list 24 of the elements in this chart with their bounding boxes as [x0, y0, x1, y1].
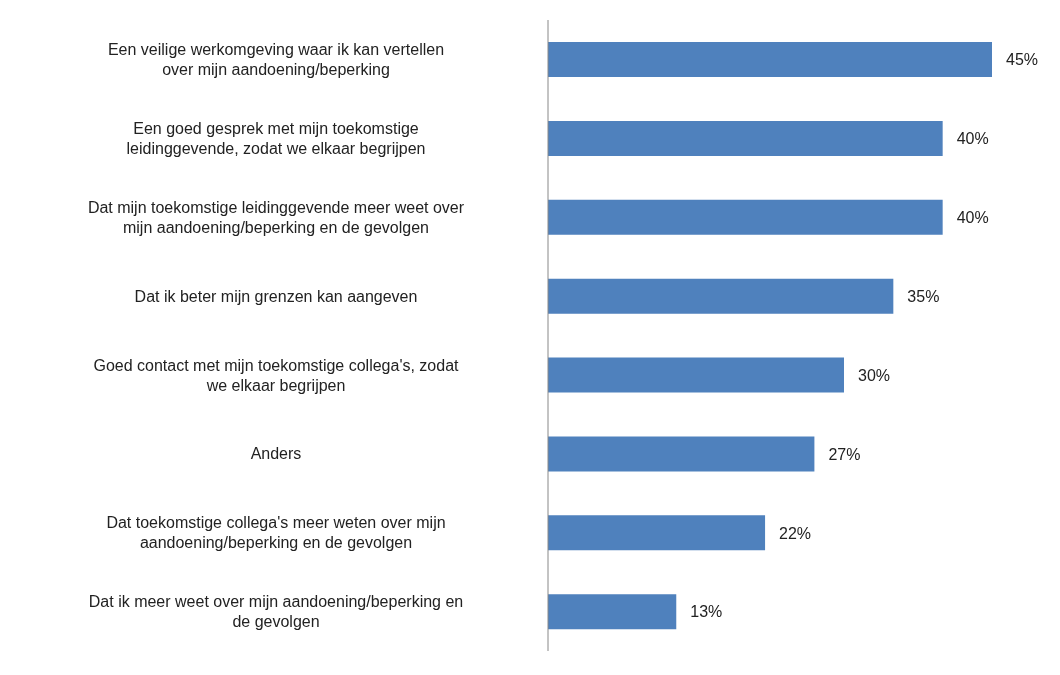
y-tick-label: Dat ik beter mijn grenzen kan aangeven: [134, 287, 418, 305]
data-label: 30%: [858, 366, 891, 384]
y-tick-label: Dat ik meer weet over mijn aandoening/beperking en de gevolgen: [88, 593, 464, 631]
data-label: 27%: [828, 445, 861, 463]
data-label: 22%: [779, 524, 812, 542]
data-label: 40%: [956, 130, 989, 148]
data-label: 13%: [690, 603, 723, 621]
bar: [548, 278, 894, 314]
bar: [548, 120, 943, 156]
bar: [548, 42, 992, 78]
y-tick-label: Dat toekomstige collega's meer weten over mijn aandoening/beperking en de gevolgen: [106, 514, 446, 552]
bar: [548, 357, 844, 393]
bar: [548, 199, 943, 235]
bar: [548, 515, 766, 551]
data-label: 45%: [1006, 51, 1039, 69]
y-tick-label: Anders: [250, 445, 302, 463]
data-label: 35%: [907, 287, 940, 305]
y-tick-label: Goed contact met mijn toekomstige collega's, zodat we elkaar begrijpen: [93, 356, 460, 394]
bar: [548, 594, 677, 630]
data-label: 40%: [956, 209, 989, 227]
y-tick-label: Een goed gesprek met mijn toekomstige leidinggevende, zodat we elkaar begrijpen: [126, 119, 426, 157]
bar: [548, 436, 815, 472]
y-tick-label: Dat mijn toekomstige leidinggevende meer weet over mijn aandoening/beperking en de gevolgen: [87, 198, 465, 236]
y-tick-label: Een veilige werkomgeving waar ik kan vertellen over mijn aandoening/beperking: [107, 41, 445, 79]
